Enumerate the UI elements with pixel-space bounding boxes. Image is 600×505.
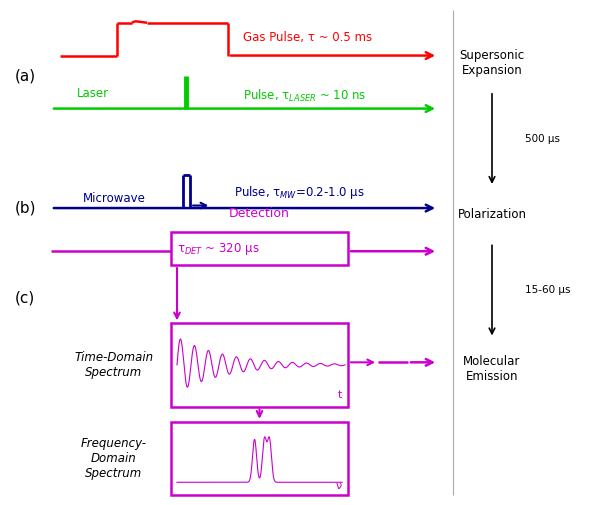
Text: Pulse, τ$_{MW}$=0.2-1.0 μs: Pulse, τ$_{MW}$=0.2-1.0 μs xyxy=(234,184,365,201)
Text: Polarization: Polarization xyxy=(457,208,527,221)
Text: Laser: Laser xyxy=(77,87,109,100)
Text: Time-Domain
Spectrum: Time-Domain Spectrum xyxy=(74,351,154,379)
Text: 500 μs: 500 μs xyxy=(525,134,560,144)
Text: Pulse, τ$_{LASER}$ ~ 10 ns: Pulse, τ$_{LASER}$ ~ 10 ns xyxy=(243,88,367,104)
Bar xyxy=(171,323,348,407)
Bar xyxy=(171,232,348,265)
Text: t: t xyxy=(338,390,342,400)
Text: Gas Pulse, τ ~ 0.5 ms: Gas Pulse, τ ~ 0.5 ms xyxy=(243,31,372,44)
Text: (a): (a) xyxy=(15,68,36,83)
Text: Microwave: Microwave xyxy=(83,192,145,206)
Text: Frequency-
Domain
Spectrum: Frequency- Domain Spectrum xyxy=(81,437,147,480)
Text: (b): (b) xyxy=(15,200,37,216)
Text: ν: ν xyxy=(336,481,342,491)
Text: τ$_{DET}$ ~ 320 μs: τ$_{DET}$ ~ 320 μs xyxy=(177,241,260,257)
Bar xyxy=(171,422,348,495)
Text: (c): (c) xyxy=(15,290,35,306)
Text: Detection: Detection xyxy=(229,207,290,220)
Text: 15-60 μs: 15-60 μs xyxy=(525,285,571,295)
Text: Supersonic
Expansion: Supersonic Expansion xyxy=(460,49,524,77)
Text: Molecular
Emission: Molecular Emission xyxy=(463,355,521,383)
